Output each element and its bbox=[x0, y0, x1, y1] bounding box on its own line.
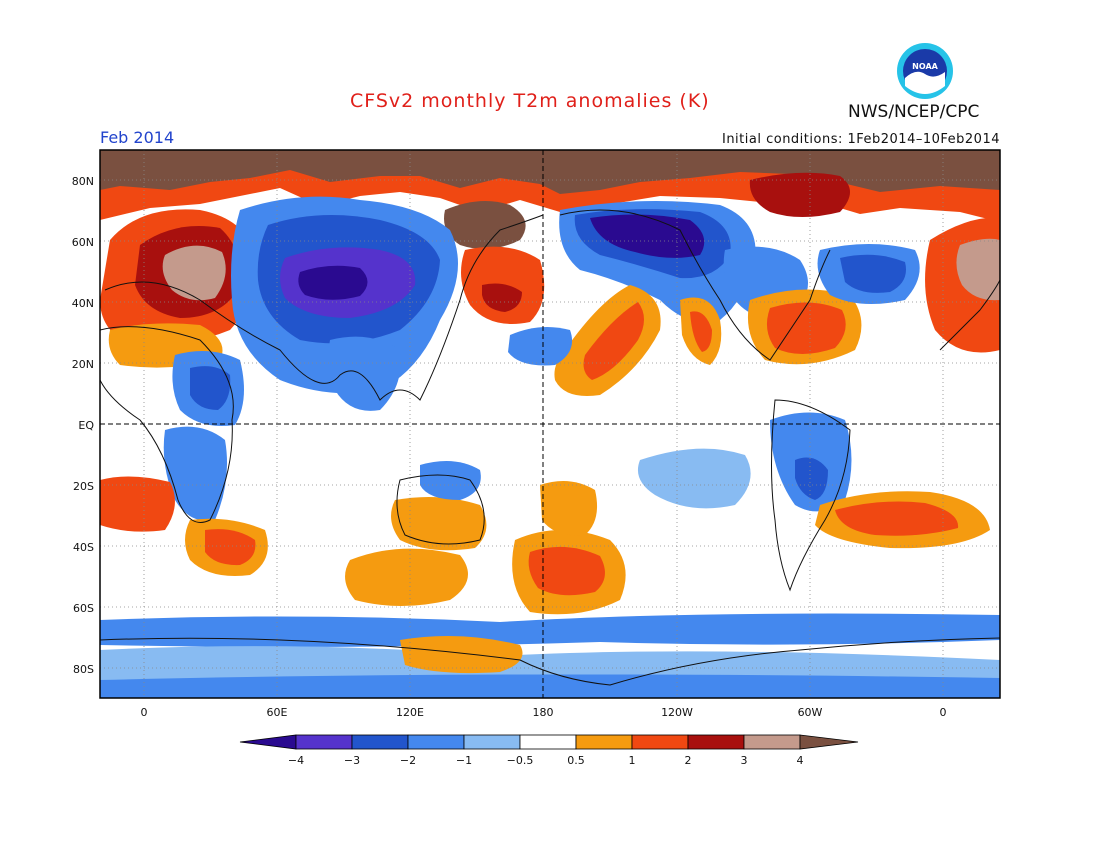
greenland-warm bbox=[749, 172, 850, 217]
colorbar bbox=[239, 734, 859, 750]
lon-label: 180 bbox=[533, 706, 554, 719]
lat-label: 60S bbox=[73, 602, 94, 615]
initial-conditions-label: Initial conditions: 1Feb2014–10Feb2014 bbox=[721, 132, 1000, 147]
atlantic-cold-core bbox=[840, 254, 906, 293]
coast-north-america bbox=[559, 209, 831, 361]
lat-label: 60N bbox=[72, 236, 94, 249]
siberia-brown bbox=[444, 201, 526, 249]
lat-label: 20S bbox=[73, 480, 94, 493]
east-pacific-cold bbox=[637, 448, 751, 509]
colorbar-bin bbox=[631, 734, 689, 750]
africa-cold bbox=[163, 426, 228, 521]
coastlines bbox=[99, 209, 1001, 686]
colorbar-labels: −4 −3 −2 −1 −0.5 0.5 1 2 3 4 bbox=[288, 754, 804, 767]
coast-south-america bbox=[771, 399, 851, 592]
colorbar-label: 0.5 bbox=[567, 754, 585, 767]
colorbar-label: −0.5 bbox=[507, 754, 534, 767]
lat-label: 40N bbox=[72, 297, 94, 310]
australia-warm bbox=[391, 496, 487, 551]
south-indian-warm bbox=[345, 548, 468, 606]
coast-europe-east bbox=[939, 279, 1001, 351]
logo-text: NOAA bbox=[912, 62, 938, 71]
colorbar-bin bbox=[351, 734, 409, 750]
lon-label: 60E bbox=[267, 706, 288, 719]
west-na-warm-core bbox=[690, 311, 712, 352]
asia-cold-deep bbox=[298, 265, 368, 300]
lat-label: 80N bbox=[72, 175, 94, 188]
colorbar-bin bbox=[743, 734, 801, 750]
lat-labels: 80N 60N 40N 20N EQ 20S 40S 60S 80S bbox=[72, 175, 95, 676]
lat-label: 20N bbox=[72, 358, 94, 371]
colorbar-label: −2 bbox=[400, 754, 416, 767]
lat-label: 40S bbox=[73, 541, 94, 554]
colorbar-label: −4 bbox=[288, 754, 304, 767]
lon-label: 0 bbox=[940, 706, 947, 719]
west-asia-cold-core bbox=[190, 366, 231, 410]
coast-australia bbox=[396, 474, 485, 545]
hawaii-cold bbox=[508, 326, 573, 366]
europe-warm-core bbox=[162, 245, 226, 301]
colorbar-right-arrow bbox=[799, 734, 859, 750]
lon-label: 0 bbox=[141, 706, 148, 719]
south-africa-warm-core bbox=[205, 529, 256, 566]
colorbar-left-arrow bbox=[239, 734, 297, 750]
india-cold bbox=[328, 336, 401, 411]
colorbar-bin bbox=[575, 734, 633, 750]
colorbar-bin bbox=[463, 734, 521, 750]
arctic-brown-band bbox=[100, 150, 1000, 194]
map-title: CFSv2 monthly T2m anomalies (K) bbox=[350, 90, 710, 112]
antarctica-base-cold bbox=[100, 674, 1000, 698]
lon-label: 60W bbox=[798, 706, 823, 719]
lat-label: EQ bbox=[78, 419, 94, 432]
lon-labels: 0 60E 120E 180 120W 60W 0 bbox=[141, 706, 947, 719]
nw-pacific-core bbox=[482, 283, 522, 312]
colorbar-label: −1 bbox=[456, 754, 472, 767]
alaska-cold-core bbox=[590, 214, 705, 258]
noaa-logo: NOAA bbox=[897, 43, 953, 99]
southern-ocean-cold-band bbox=[100, 613, 1000, 647]
south-atlantic-warm bbox=[100, 476, 175, 532]
gridlines bbox=[100, 150, 1000, 698]
colorbar-bin bbox=[407, 734, 465, 750]
antarctica-warm bbox=[400, 636, 523, 674]
south-atlantic-east-core bbox=[835, 501, 959, 536]
agency-label: NWS/NCEP/CPC bbox=[848, 102, 980, 122]
map-frame bbox=[99, 149, 1001, 699]
lon-label: 120E bbox=[396, 706, 424, 719]
colorbar-label: 4 bbox=[797, 754, 804, 767]
central-pacific-warm-core bbox=[583, 302, 644, 380]
coast-antarctica bbox=[99, 637, 1001, 686]
period-label: Feb 2014 bbox=[100, 128, 175, 147]
lon-label: 120W bbox=[661, 706, 693, 719]
south-pacific-warm-2 bbox=[540, 481, 598, 536]
colorbar-label: 1 bbox=[629, 754, 636, 767]
colorbar-label: −3 bbox=[344, 754, 360, 767]
colorbar-bin bbox=[687, 734, 745, 750]
colorbar-label: 3 bbox=[741, 754, 748, 767]
colorbar-bin bbox=[519, 734, 577, 750]
atlantic-warm-core bbox=[766, 302, 846, 354]
colorbar-bin bbox=[295, 734, 353, 750]
coast-africa bbox=[99, 326, 234, 523]
europe-east-core bbox=[956, 238, 1000, 301]
south-pacific-warm-core bbox=[528, 546, 605, 596]
lat-label: 80S bbox=[73, 663, 94, 676]
colorbar-label: 2 bbox=[685, 754, 692, 767]
australia-cold bbox=[420, 461, 481, 500]
coast-eurasia bbox=[104, 214, 544, 401]
sa-cold-core bbox=[795, 457, 828, 500]
